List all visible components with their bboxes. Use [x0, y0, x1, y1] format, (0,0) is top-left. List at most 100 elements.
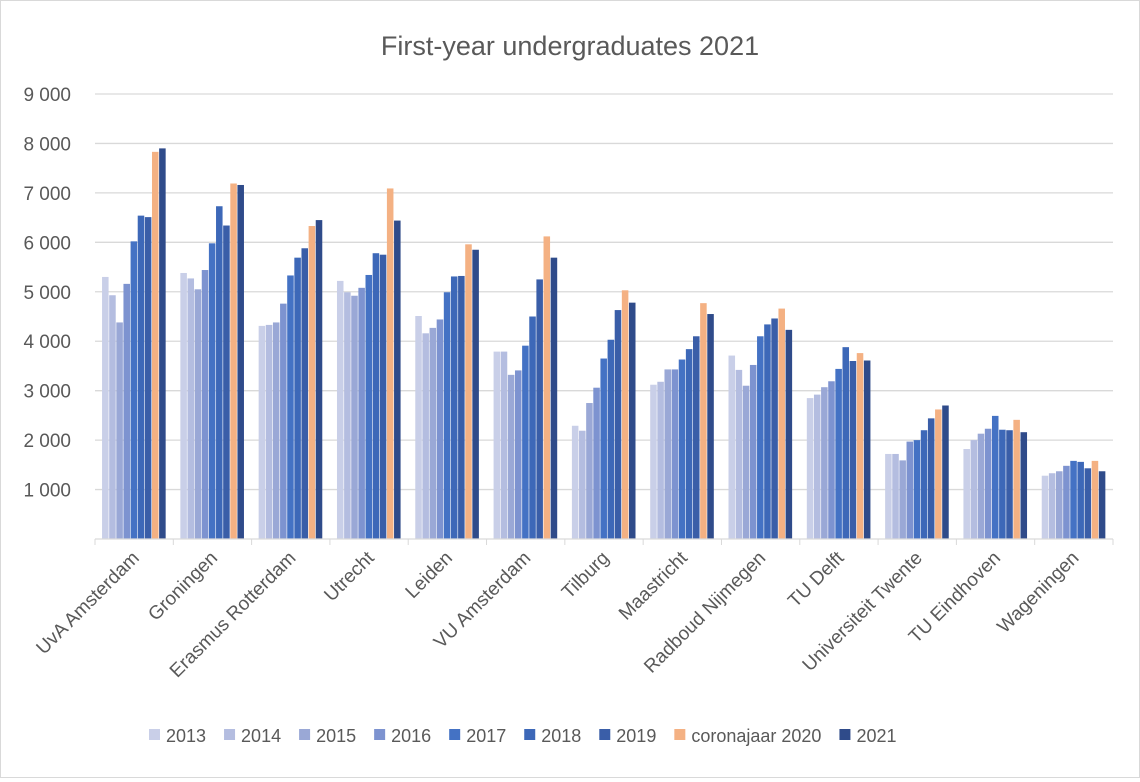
legend-label: 2014	[241, 726, 281, 746]
bar	[386, 188, 394, 539]
bar	[586, 403, 593, 539]
legend: 2013 2014 2015 2016 2017 2018 2019 coronajaar 2…	[149, 726, 896, 746]
bar	[436, 319, 444, 539]
legend-label: 2016	[391, 726, 431, 746]
bar	[151, 151, 159, 539]
bar	[728, 355, 736, 539]
x-tick-label: UvA Amsterdam	[33, 548, 144, 659]
bar	[1070, 460, 1077, 539]
legend-label: 2013	[166, 726, 206, 746]
bar	[735, 369, 743, 539]
bar	[272, 322, 280, 539]
bar	[579, 430, 586, 539]
bar	[294, 257, 301, 539]
bar	[336, 280, 344, 539]
bar	[1006, 430, 1013, 539]
bar	[507, 374, 515, 539]
bar	[999, 429, 1006, 539]
y-tick-label: 4 000	[23, 332, 71, 353]
bar	[144, 217, 152, 539]
y-tick-label: 9 000	[23, 85, 71, 106]
bar	[707, 314, 714, 539]
x-tick-label: TU Delft	[784, 547, 849, 612]
bar	[358, 287, 365, 539]
bar	[465, 244, 472, 540]
bar	[1084, 468, 1092, 539]
bar	[600, 358, 607, 539]
x-tick-label: Groningen	[144, 548, 222, 626]
legend-label: 2017	[466, 726, 506, 746]
x-tick-label: Utrecht	[320, 547, 379, 606]
bar	[394, 220, 401, 540]
bar	[529, 316, 536, 539]
bar	[301, 248, 309, 539]
bar	[1020, 432, 1028, 539]
bar	[472, 249, 479, 539]
legend-swatch	[374, 729, 386, 740]
bar	[116, 322, 123, 539]
bar	[778, 308, 785, 539]
bar	[372, 253, 380, 539]
bar	[415, 316, 422, 539]
bar	[137, 215, 145, 539]
legend-label: 2018	[541, 726, 581, 746]
bar	[287, 275, 294, 539]
bar	[621, 290, 629, 539]
bar	[849, 361, 857, 539]
bar	[664, 369, 672, 539]
bar	[351, 295, 358, 539]
bar	[806, 398, 814, 539]
bar	[536, 279, 543, 539]
bar	[863, 360, 871, 539]
bar	[984, 428, 992, 539]
bar	[813, 394, 821, 539]
bar	[927, 418, 935, 539]
bar	[230, 183, 237, 539]
bar	[493, 351, 501, 539]
bar	[892, 453, 899, 539]
bar	[365, 274, 373, 539]
bar	[458, 275, 465, 539]
bar	[280, 303, 287, 539]
bar	[842, 347, 850, 539]
bar	[1077, 461, 1084, 539]
legend-swatch	[299, 729, 311, 740]
x-tick-label: Wageningen	[994, 548, 1084, 638]
bar	[201, 270, 209, 539]
bar	[308, 226, 316, 539]
bar	[258, 325, 266, 539]
x-tick-label: Maastricht	[615, 547, 692, 624]
bar	[543, 236, 551, 539]
bar	[821, 387, 828, 539]
bar	[450, 276, 458, 539]
bar	[899, 460, 906, 539]
bar	[159, 148, 166, 539]
bar	[856, 353, 864, 539]
bar	[685, 349, 693, 539]
legend-swatch	[599, 729, 611, 740]
x-tick-label: Tilburg	[558, 548, 613, 603]
bar	[607, 339, 615, 539]
bar	[942, 405, 949, 539]
bar	[500, 351, 508, 539]
bar	[828, 381, 835, 539]
bar	[429, 327, 437, 539]
bar	[764, 324, 771, 539]
bar	[1098, 471, 1106, 539]
bar	[678, 359, 686, 539]
bar	[187, 278, 195, 539]
legend-swatch	[674, 729, 686, 740]
bar	[749, 364, 757, 539]
bar	[216, 206, 223, 539]
bar	[422, 333, 429, 539]
bar	[671, 369, 679, 539]
bar	[571, 425, 579, 539]
bar	[344, 292, 351, 539]
bar	[693, 336, 700, 539]
bar	[657, 381, 664, 539]
bar	[180, 272, 187, 539]
bar	[123, 283, 130, 539]
legend-label: 2019	[616, 726, 656, 746]
